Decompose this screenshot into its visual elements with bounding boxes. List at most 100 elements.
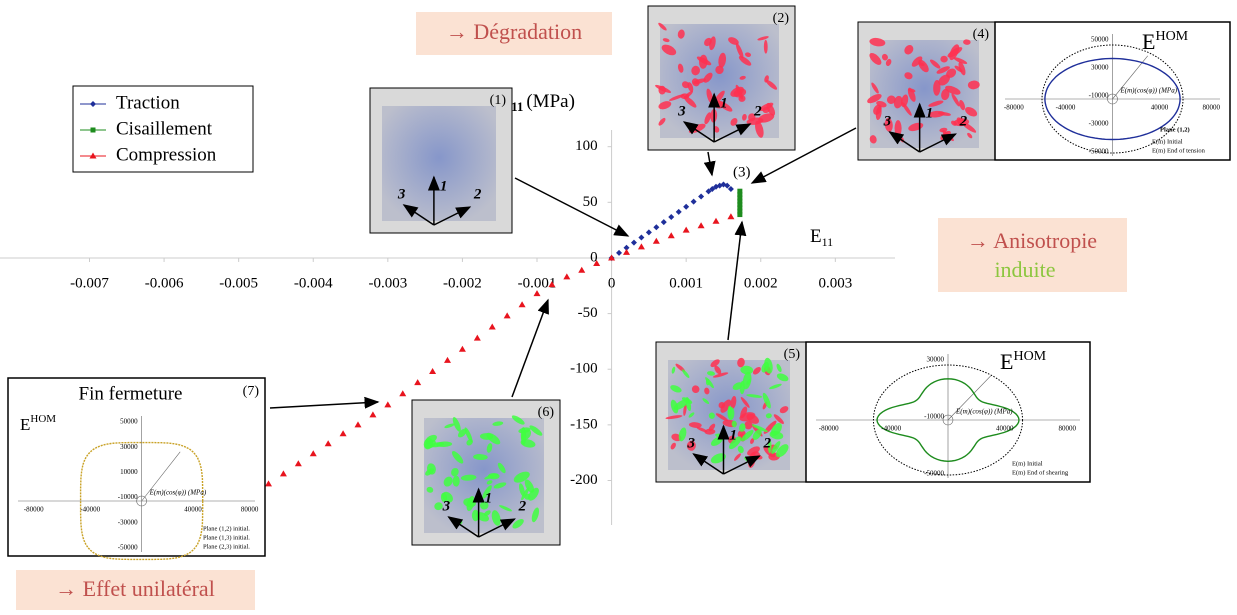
x-axis-label: E11 — [810, 226, 833, 248]
inset-tick-label: 80000 — [241, 506, 259, 514]
y-tick-label: 0 — [590, 249, 598, 265]
inset-origin — [136, 495, 147, 507]
cube-axis-label: 1 — [926, 105, 934, 121]
crack — [681, 81, 690, 89]
crack — [744, 420, 753, 430]
crack — [762, 392, 771, 409]
modulus-curve — [79, 441, 204, 561]
annotation: induite — [994, 257, 1055, 282]
crack — [742, 113, 747, 121]
crack — [665, 415, 683, 420]
crack — [658, 117, 666, 126]
crack — [491, 510, 501, 526]
crack — [904, 72, 913, 80]
inset-label: (7) — [243, 384, 260, 399]
ehom-label: EHOM — [1000, 349, 1047, 374]
inset-vector — [947, 375, 991, 421]
crack — [776, 373, 789, 382]
inset-tick-label: -10000 — [118, 493, 138, 501]
data-point — [660, 219, 667, 226]
crack — [769, 383, 782, 390]
crack — [746, 379, 751, 385]
crack — [933, 80, 941, 96]
cube-label: (2) — [773, 11, 790, 26]
data-point — [638, 234, 645, 241]
crack — [521, 429, 532, 441]
crack — [740, 365, 754, 375]
crack — [714, 365, 722, 375]
crack — [734, 453, 741, 461]
inset-tick-label: 50000 — [1091, 36, 1109, 44]
crack — [715, 65, 724, 75]
crack — [521, 487, 530, 501]
crack — [479, 433, 494, 440]
cube-axis — [713, 123, 752, 143]
crack — [493, 482, 507, 489]
inset-tick-label: 30000 — [1091, 64, 1109, 72]
crack — [460, 474, 477, 481]
data-point — [578, 266, 586, 273]
cube-axis-label: 3 — [883, 113, 892, 129]
crack — [918, 59, 929, 73]
data-point — [399, 390, 407, 397]
x-tick-label: -0.002 — [443, 275, 482, 291]
crack — [658, 101, 672, 110]
data-point — [698, 193, 705, 200]
inset-origin — [942, 414, 954, 426]
crack — [750, 438, 755, 445]
initial-curve — [1041, 44, 1184, 154]
crack — [513, 471, 530, 483]
crack — [741, 429, 754, 442]
x-tick-label: 0 — [608, 275, 616, 291]
data-point — [690, 198, 697, 205]
cube-label: (6) — [538, 405, 555, 420]
crack — [524, 479, 535, 493]
crack — [946, 68, 957, 78]
crack — [486, 443, 493, 453]
crack — [954, 65, 963, 73]
crack — [744, 52, 752, 57]
inset-tick-label: -10000 — [1089, 92, 1109, 100]
crack — [691, 385, 700, 394]
data-point — [683, 203, 690, 210]
crack — [735, 43, 744, 59]
crack — [911, 56, 923, 67]
crack — [673, 399, 689, 411]
crack — [482, 485, 492, 499]
crack — [699, 54, 708, 69]
crack — [967, 80, 980, 90]
cube — [382, 106, 496, 221]
crack — [739, 412, 756, 422]
data-point — [616, 249, 623, 256]
inset-axis-label: E(m)(cos(φ)) (MPa) — [955, 408, 1013, 416]
x-tick-label: 0.002 — [744, 275, 778, 291]
data-point — [265, 480, 272, 487]
pointer-arrow — [514, 177, 630, 237]
crack — [769, 431, 784, 440]
data-point — [339, 430, 347, 437]
crack — [681, 369, 690, 378]
data-point — [737, 198, 743, 204]
crack — [706, 371, 715, 376]
crack — [742, 371, 752, 390]
data-point — [89, 152, 97, 159]
cube-axis — [919, 133, 957, 153]
y-tick-label: -150 — [570, 416, 598, 432]
ehom-label: EHOM — [20, 413, 56, 434]
cube-axis — [888, 131, 921, 153]
crack — [731, 420, 737, 428]
crack — [779, 406, 789, 414]
crack — [929, 59, 941, 69]
crack — [951, 93, 960, 107]
ehom-sup: HOM — [1013, 349, 1046, 364]
crack — [688, 422, 702, 428]
legend-label: Cisaillement — [116, 118, 213, 139]
cube-axis — [402, 204, 435, 226]
data-point — [737, 202, 743, 208]
crack — [886, 95, 896, 104]
crack — [751, 424, 768, 432]
inset-legend: Plane (1,3) initial. — [203, 534, 250, 541]
crack — [466, 439, 473, 446]
data-point — [90, 101, 96, 107]
crack — [451, 467, 459, 477]
